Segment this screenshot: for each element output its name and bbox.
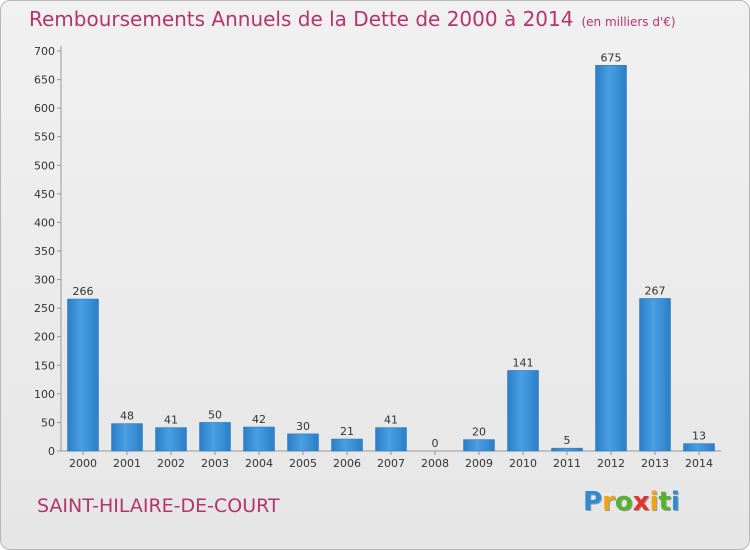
y-tick-label: 0	[48, 445, 55, 458]
proxiti-logo: Proxiti	[583, 487, 680, 517]
y-tick-label: 150	[34, 359, 55, 372]
y-tick-label: 200	[34, 331, 55, 344]
y-tick-label: 650	[34, 74, 55, 87]
bar-2002	[155, 427, 187, 452]
x-tick-label: 2009	[465, 457, 493, 470]
y-tick-label: 700	[34, 45, 55, 58]
bar-2006	[331, 438, 363, 452]
data-label-2011: 5	[564, 434, 571, 447]
logo-letter: o	[614, 487, 633, 517]
bar-2001	[111, 423, 143, 452]
data-label-2012: 675	[601, 51, 622, 64]
bar-2012	[595, 65, 627, 452]
logo-letter: i	[649, 487, 659, 517]
data-label-2003: 50	[208, 408, 222, 421]
x-tick-label: 2012	[597, 457, 625, 470]
data-label-2006: 21	[340, 425, 354, 438]
logo-letter: x	[632, 487, 650, 517]
y-tick-label: 100	[34, 388, 55, 401]
x-tick-label: 2008	[421, 457, 449, 470]
x-tick-label: 2010	[509, 457, 537, 470]
chart-title: Remboursements Annuels de la Dette de 20…	[29, 7, 676, 31]
bar-2013	[639, 298, 671, 452]
data-label-2014: 13	[692, 430, 706, 443]
y-axis: 0 50 100 150 200 250 300 350 400 450 500 550 600 650 7…	[34, 45, 62, 458]
bar-2007	[375, 427, 407, 452]
data-label-2009: 20	[472, 426, 486, 439]
x-axis: 2000 2001 2002 2003 2004 2005 2006 2007 2008 2009…	[61, 450, 721, 470]
bar-2003	[199, 422, 231, 452]
x-tick-label: 2006	[333, 457, 361, 470]
logo-letter: i	[670, 487, 680, 517]
x-tick-label: 2014	[685, 457, 713, 470]
data-label-2008: 0	[432, 437, 439, 450]
logo-letter: t	[658, 487, 671, 517]
bar-2009	[463, 439, 495, 452]
data-label-2001: 48	[120, 410, 134, 423]
y-tick-label: 50	[41, 416, 55, 429]
bar-2011	[551, 447, 583, 452]
bar-2010	[507, 370, 539, 452]
x-tick-label: 2011	[553, 457, 581, 470]
y-tick-label: 400	[34, 216, 55, 229]
bar-2014	[683, 443, 715, 452]
x-tick-label: 2001	[113, 457, 141, 470]
location-label: SAINT-HILAIRE-DE-COURT	[37, 495, 280, 517]
y-tick-label: 300	[34, 274, 55, 287]
bars	[67, 65, 715, 452]
data-labels: 266 48 41 50 42 30 21 41 0 20 141 5 675 267 13	[73, 51, 707, 450]
data-label-2005: 30	[296, 420, 310, 433]
x-tick-label: 2004	[245, 457, 273, 470]
logo-letter: r	[602, 487, 615, 517]
x-tick-label: 2005	[289, 457, 317, 470]
y-tick-label: 550	[34, 131, 55, 144]
data-label-2004: 42	[252, 413, 266, 426]
data-label-2002: 41	[164, 414, 178, 427]
bar-2005	[287, 433, 319, 452]
logo-letter: P	[583, 487, 603, 517]
x-tick-label: 2003	[201, 457, 229, 470]
data-label-2000: 266	[73, 285, 94, 298]
data-label-2007: 41	[384, 414, 398, 427]
x-tick-label: 2013	[641, 457, 669, 470]
data-label-2013: 267	[645, 284, 666, 297]
data-label-2010: 141	[513, 356, 534, 369]
y-tick-label: 450	[34, 188, 55, 201]
bar-2000	[67, 298, 99, 452]
chart-title-text: Remboursements Annuels de la Dette de 20…	[29, 7, 574, 31]
x-tick-label: 2007	[377, 457, 405, 470]
y-tick-label: 500	[34, 159, 55, 172]
chart-subtitle: (en milliers d'€)	[581, 15, 676, 29]
y-tick-label: 600	[34, 102, 55, 115]
x-tick-label: 2000	[69, 457, 97, 470]
x-tick-label: 2002	[157, 457, 185, 470]
y-tick-label: 250	[34, 302, 55, 315]
bar-2004	[243, 426, 275, 452]
y-tick-label: 350	[34, 245, 55, 258]
